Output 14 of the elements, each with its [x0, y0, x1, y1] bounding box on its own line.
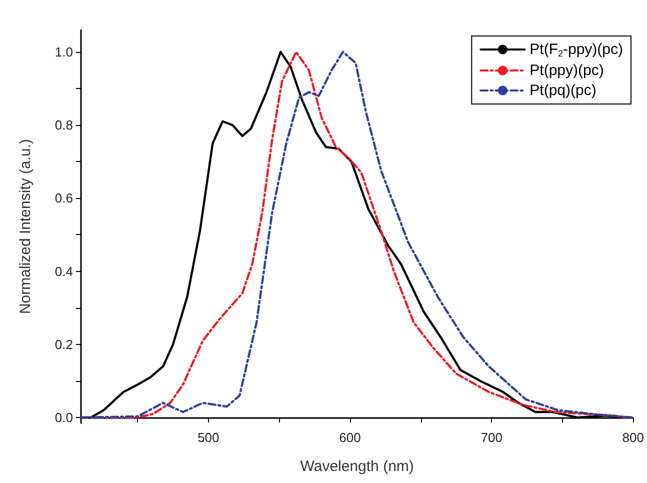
x-tick-label: 700: [480, 430, 502, 445]
y-tick-label: 0.0: [54, 410, 73, 426]
x-tick-label: 800: [622, 430, 644, 445]
y-tick-label: 1.0: [54, 44, 73, 60]
y-tick-label: 0.6: [54, 190, 73, 206]
legend-label: Pt(pq)(pc): [530, 82, 596, 99]
x-tick-label: 500: [198, 430, 220, 445]
y-tick-label: 0.4: [54, 264, 73, 279]
legend-label: Pt(ppy)(pc): [530, 62, 604, 79]
y-tick-label: 0.8: [54, 118, 73, 133]
y-tick-label: 0.2: [54, 336, 73, 352]
y-axis-title: Normalized Intensity (a.u.): [17, 138, 34, 314]
x-tick-label: 600: [339, 430, 361, 445]
x-axis-title: Wavelength (nm): [300, 458, 414, 475]
